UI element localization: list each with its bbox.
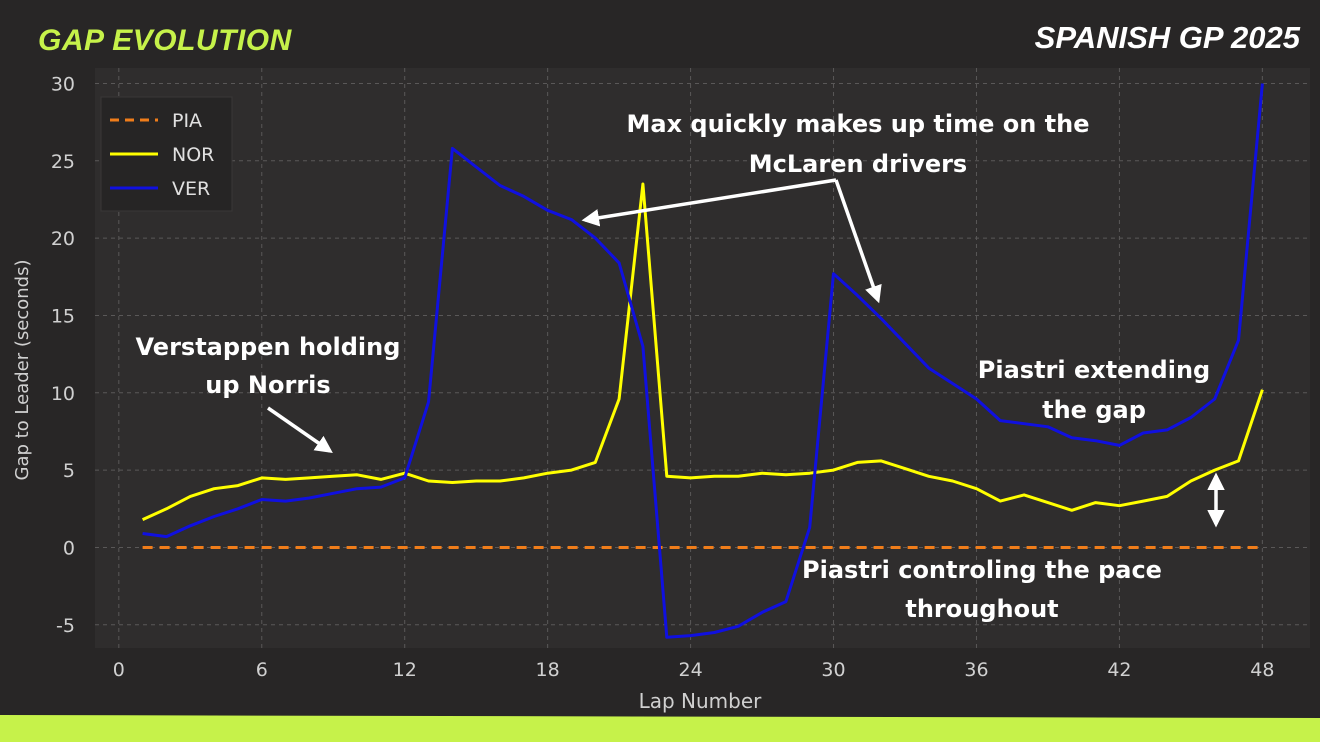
arrow-verstappen [267,406,333,453]
x-tick-label: 48 [1250,659,1274,681]
y-tick-label: 30 [51,73,75,95]
plot-area [95,68,1310,648]
legend: PIA NOR VER [100,96,233,212]
annotation-max-line2: McLaren drivers [749,150,967,178]
bottom-accent-bar [0,715,1320,742]
arrow-max-left [581,178,837,227]
annotation-controlling-line2: throughout [905,595,1058,623]
y-tick-label: 5 [63,460,75,482]
x-tick-label: 36 [964,659,988,681]
x-tick-label: 12 [393,659,417,681]
series-layer [141,83,1264,639]
series-line-ver [142,83,1264,639]
arrow-max-right [834,179,882,304]
x-tick-label: 6 [256,659,268,681]
annotation-extending-line1: Piastri extending [978,356,1210,384]
annotation-verstappen-line1: Verstappen holding [136,333,401,361]
annotation-max-line1: Max quickly makes up time on the [627,110,1090,138]
x-tick-label: 42 [1107,659,1131,681]
legend-label-ver: VER [172,178,210,200]
x-tick-label: 18 [536,659,560,681]
x-tick-label: 24 [678,659,702,681]
y-tick-label: 10 [51,383,75,405]
x-axis-label: Lap Number [639,689,763,713]
annotation-verstappen-line2: up Norris [205,371,330,399]
x-tick-label: 0 [113,659,125,681]
annotation-controlling-line1: Piastri controling the pace [802,556,1162,584]
x-tick-label: 30 [821,659,845,681]
y-tick-label: 20 [51,228,75,250]
ticks: 0 6 12 18 24 30 36 42 48 -5 0 5 10 15 20 25 30 [51,73,1275,681]
y-tick-label: -5 [56,615,75,637]
grid [95,68,1310,648]
chart-title: GAP EVOLUTION [38,24,292,57]
y-tick-label: 25 [51,151,75,173]
series-line-nor [141,182,1264,521]
legend-label-pia: PIA [172,110,202,132]
legend-label-nor: NOR [172,144,214,166]
annotation-extending-line2: the gap [1042,396,1146,424]
y-axis-label: Gap to Leader (seconds) [12,260,33,481]
y-tick-label: 15 [51,305,75,327]
race-title: SPANISH GP 2025 [1034,20,1300,55]
y-tick-label: 0 [63,537,75,559]
